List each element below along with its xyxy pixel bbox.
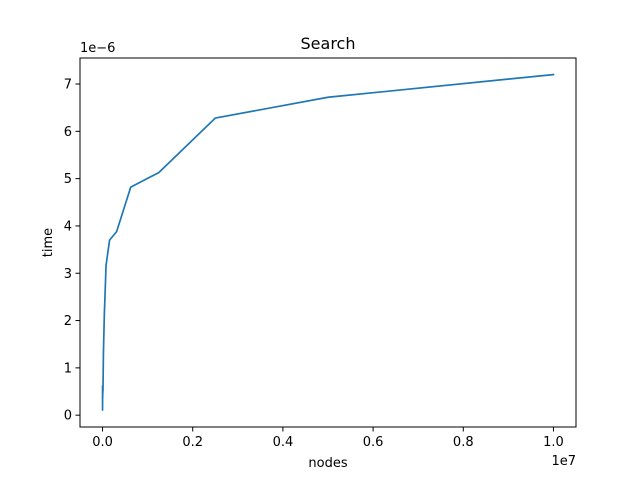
series-line	[101, 73, 555, 411]
chart-title: Search	[301, 34, 356, 53]
x-tick-label: 0.8	[453, 435, 474, 450]
y-tick-label: 5	[64, 172, 72, 187]
y-axis-label: time	[41, 228, 56, 257]
y-tick-label: 0	[64, 409, 72, 424]
x-tick-label: 0.6	[363, 435, 384, 450]
y-tick-label: 7	[64, 78, 72, 93]
series-layer	[101, 73, 555, 411]
y-tick-label: 1	[64, 361, 72, 376]
x-tick-label: 0.0	[92, 435, 113, 450]
axes-background	[80, 58, 576, 427]
x-axis-ticks: 0.0 0.2 0.4 0.6 0.8 1.0	[92, 427, 564, 450]
y-axis-ticks: 0 1 2 3 4 5 6 7	[64, 78, 80, 424]
x-axis-offset-text: 1e7	[551, 454, 576, 469]
y-axis-offset-text: 1e−6	[80, 41, 115, 56]
y-tick-label: 4	[64, 219, 72, 234]
axes-frame	[79, 57, 577, 428]
plot-area: 0.0 0.2 0.4 0.6 0.8 1.0 0 1 2 3 4 5 6 7	[64, 57, 577, 450]
y-tick-label: 6	[64, 125, 72, 140]
y-tick-label: 2	[64, 314, 72, 329]
x-tick-label: 0.4	[273, 435, 294, 450]
x-tick-label: 0.2	[182, 435, 203, 450]
x-tick-label: 1.0	[543, 435, 564, 450]
x-axis-label: nodes	[308, 456, 347, 471]
y-tick-label: 3	[64, 267, 72, 282]
